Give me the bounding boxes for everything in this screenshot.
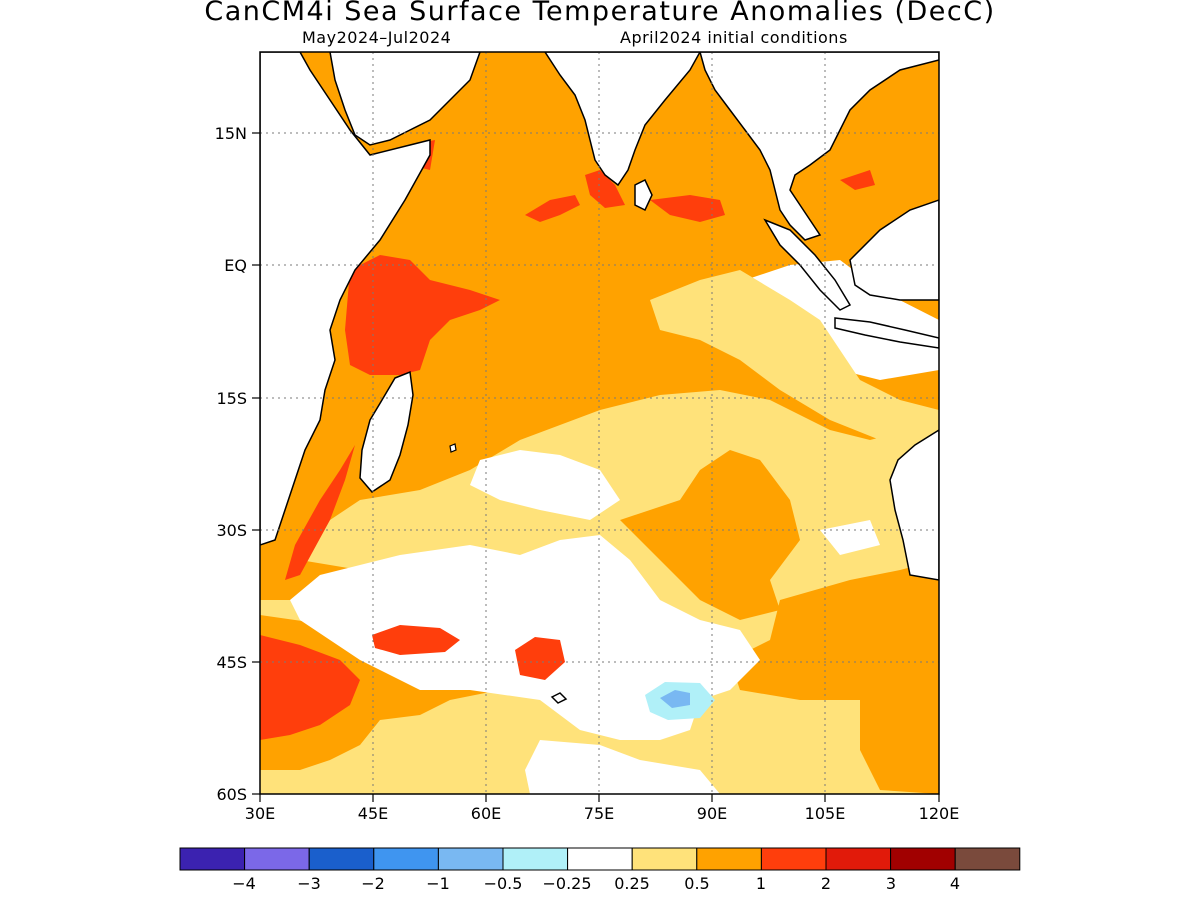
colorbar-labels: −4 −3 −2 −1 −0.5 −0.25 0.25 0.5 1 2 3 4 — [232, 874, 960, 893]
land-australia — [889, 429, 939, 581]
lat-label: 15N — [215, 124, 247, 143]
colorbar-label: 4 — [950, 874, 960, 893]
colorbar-label: −0.5 — [484, 874, 523, 893]
land-kerguelen — [550, 692, 568, 704]
land-arabia — [329, 52, 481, 146]
field-red-south1 — [372, 625, 460, 655]
field-orange-center — [620, 450, 800, 620]
lon-label: 120E — [919, 804, 960, 823]
colorbar-swatch — [631, 847, 698, 871]
colorbar-label: −1 — [426, 874, 450, 893]
lon-label: 60E — [471, 804, 501, 823]
colorbar-swatch — [437, 847, 504, 871]
colorbar-swatch — [760, 847, 827, 871]
field-white-south-east — [820, 520, 880, 555]
colorbar-swatch — [244, 847, 310, 871]
land-africa — [260, 52, 431, 546]
map-grid — [260, 52, 939, 794]
lat-label: 15S — [216, 389, 247, 408]
lat-label: 30S — [216, 521, 247, 540]
colorbar-swatches — [179, 847, 1021, 871]
field-white-blob1 — [470, 450, 620, 520]
colorbar-swatch — [502, 847, 569, 871]
field-red-southwest — [260, 635, 360, 740]
field-red-mozambique — [285, 445, 355, 580]
field-red-somali — [345, 255, 500, 375]
axis-ticks — [252, 132, 940, 802]
colorbar-swatch — [696, 847, 762, 871]
lat-label: 45S — [216, 653, 247, 672]
lon-label: 75E — [584, 804, 614, 823]
colorbar-swatch — [825, 847, 892, 871]
lat-labels: 15N EQ 15S 30S 45S 60S — [215, 124, 247, 804]
lat-label: EQ — [224, 256, 247, 275]
map-title: CanCM4i Sea Surface Temperature Anomalie… — [204, 0, 996, 27]
land-mauritius — [449, 443, 457, 453]
lon-label: 90E — [697, 804, 727, 823]
colorbar-label: 3 — [886, 874, 896, 893]
colorbar-label: −2 — [361, 874, 385, 893]
land-myanmar-thailand — [699, 52, 939, 241]
colorbar-swatch — [308, 847, 375, 871]
land-java — [834, 317, 939, 349]
lat-label: 60S — [216, 785, 247, 804]
colorbar-swatch — [890, 847, 956, 871]
land-sri-lanka — [634, 178, 653, 212]
field-red-bengal-south — [650, 195, 725, 222]
colorbar-swatch — [373, 847, 439, 871]
colorbar-label: 0.25 — [614, 874, 650, 893]
lon-label: 30E — [245, 804, 275, 823]
colorbar-swatch — [567, 847, 633, 871]
land-india — [544, 52, 701, 187]
initial-conditions-label: April2024 initial conditions — [620, 28, 848, 47]
colorbar-label: 2 — [821, 874, 831, 893]
colorbar: −4 −3 −2 −1 −0.5 −0.25 0.25 0.5 1 2 3 4 — [179, 847, 1021, 893]
field-white-bottom — [525, 740, 720, 794]
colorbar-label: 0.5 — [684, 874, 709, 893]
forecast-period: May2024–Jul2024 — [302, 28, 452, 47]
colorbar-label: −3 — [297, 874, 321, 893]
lon-labels: 30E 45E 60E 75E 90E 105E 120E — [245, 804, 960, 823]
colorbar-swatch — [179, 847, 246, 871]
anomaly-field — [260, 52, 939, 794]
colorbar-swatch — [954, 847, 1021, 871]
field-red-thailand — [840, 170, 875, 190]
field-white-central — [290, 535, 760, 740]
colorbar-label: −4 — [232, 874, 256, 893]
lon-label: 45E — [358, 804, 388, 823]
field-red-south2 — [515, 637, 565, 680]
field-orange-east — [730, 560, 939, 794]
field-cold-blue-mid — [660, 690, 690, 708]
field-red-arabian — [525, 195, 580, 222]
field-red-india — [585, 170, 625, 208]
lon-label: 105E — [805, 804, 846, 823]
colorbar-label: −0.25 — [542, 874, 591, 893]
land-borneo-java — [849, 199, 939, 301]
colorbar-label: 1 — [756, 874, 766, 893]
